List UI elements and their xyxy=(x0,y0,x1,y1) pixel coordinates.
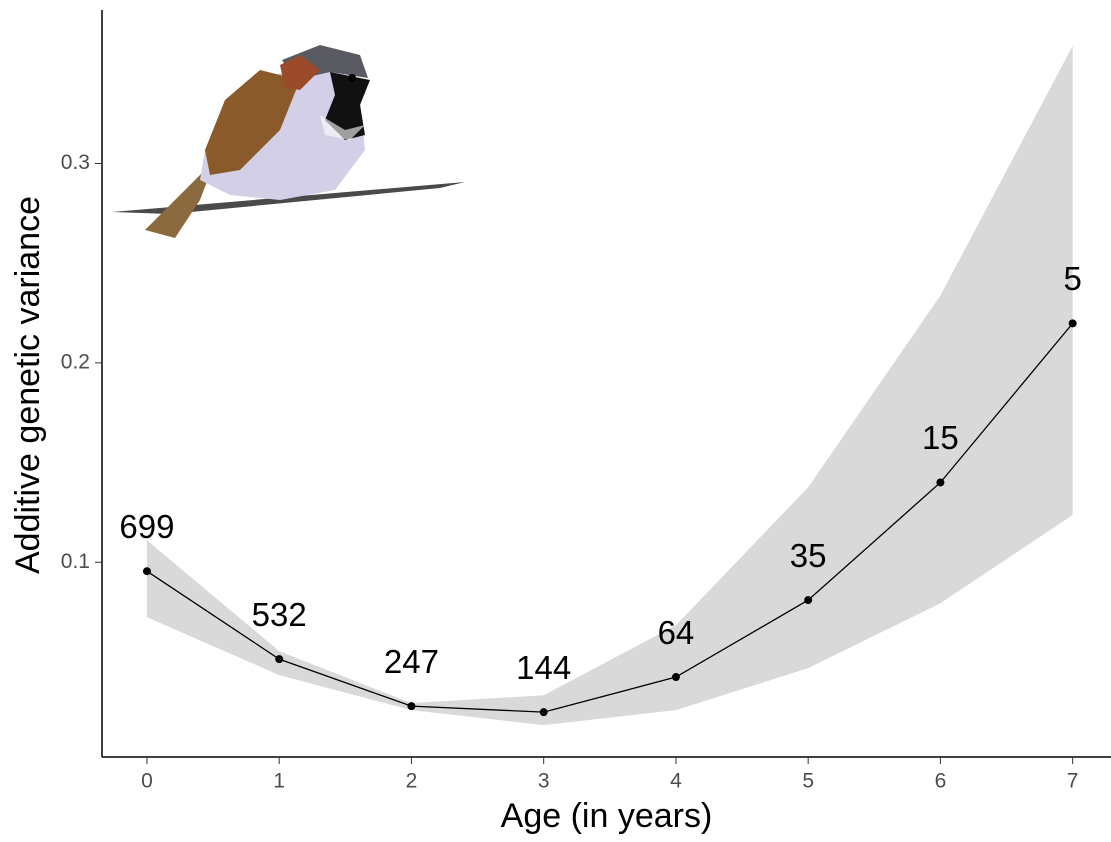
point-label: 247 xyxy=(384,643,439,680)
y-tick-label: 0.3 xyxy=(61,151,90,174)
point-label: 532 xyxy=(252,596,307,633)
point-label: 5 xyxy=(1063,260,1081,297)
point-label: 64 xyxy=(658,614,695,651)
chart: 699 532 247 144 64 35 15 5 0 1 2 3 4 5 6 7 0.1 0.2 0.3 Age … xyxy=(0,0,1111,842)
point xyxy=(936,478,944,486)
x-tick-label: 5 xyxy=(802,770,814,793)
x-tick-label: 1 xyxy=(273,770,285,793)
y-tick-label: 0.2 xyxy=(61,350,90,373)
x-axis-title: Age (in years) xyxy=(501,797,713,835)
y-tick-label: 0.1 xyxy=(61,550,90,573)
x-tick-label: 3 xyxy=(538,770,550,793)
x-tick-label: 2 xyxy=(406,770,418,793)
point xyxy=(407,702,415,710)
x-tick-label: 4 xyxy=(670,770,682,793)
sparrow-illustration xyxy=(112,45,465,238)
x-tick-label: 7 xyxy=(1067,770,1079,793)
point xyxy=(143,567,151,575)
point xyxy=(540,708,548,716)
point-label: 144 xyxy=(516,649,571,686)
x-tick-label: 0 xyxy=(141,770,153,793)
x-tick-label: 6 xyxy=(935,770,947,793)
point xyxy=(275,655,283,663)
point xyxy=(672,673,680,681)
point-label: 699 xyxy=(119,508,174,545)
y-axis-title: Additive genetic variance xyxy=(9,196,47,574)
point-label: 35 xyxy=(790,537,827,574)
point xyxy=(804,596,812,604)
point-label: 15 xyxy=(922,419,959,456)
point xyxy=(1069,319,1077,327)
